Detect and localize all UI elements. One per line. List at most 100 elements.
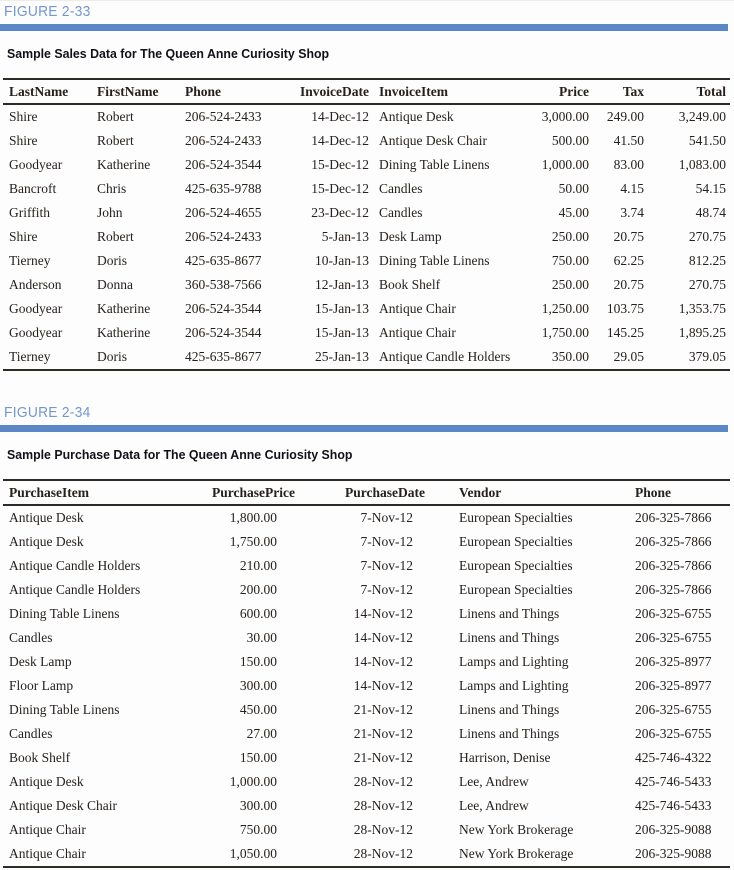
cell: Antique Desk Chair bbox=[9, 798, 117, 813]
cell: Dining Table Linens bbox=[9, 606, 120, 621]
cell: 7-Nov-12 bbox=[360, 510, 414, 525]
cell: 14-Nov-12 bbox=[353, 654, 413, 669]
column-header: Total bbox=[644, 79, 730, 105]
cell: Lamps and Lighting bbox=[459, 654, 569, 669]
figure-caption: Sample Purchase Data for The Queen Anne … bbox=[7, 447, 353, 462]
cell: Shire bbox=[9, 109, 38, 124]
cell: Bancroft bbox=[9, 181, 57, 196]
cell: 300.00 bbox=[239, 798, 277, 813]
cell: Candles bbox=[9, 726, 53, 741]
cell: 425-746-5433 bbox=[635, 798, 712, 813]
cell: 206-524-3544 bbox=[185, 325, 262, 340]
cell: Antique Chair bbox=[9, 822, 86, 837]
figure-rule bbox=[0, 24, 728, 31]
cell: Desk Lamp bbox=[9, 654, 72, 669]
cell: Dining Table Linens bbox=[379, 253, 490, 268]
cell: 14-Nov-12 bbox=[353, 606, 413, 621]
cell: 27.00 bbox=[246, 726, 277, 741]
cell: 300.00 bbox=[239, 678, 277, 693]
cell: John bbox=[97, 205, 123, 220]
cell: Candles bbox=[9, 630, 53, 645]
table-row: Candles 30.00 14-Nov-12 Linens and Things 20… bbox=[3, 626, 730, 650]
cell: 206-325-7866 bbox=[635, 534, 712, 549]
cell: 1,800.00 bbox=[229, 510, 277, 525]
cell: Desk Lamp bbox=[379, 229, 442, 244]
cell: 206-524-2433 bbox=[185, 109, 262, 124]
table-row: Book Shelf 150.00 21-Nov-12 Harrison, Denis… bbox=[3, 746, 730, 770]
cell: Linens and Things bbox=[459, 702, 560, 717]
table-row: Shire Robert 206-524-2433 14-Dec-12 Antique … bbox=[3, 104, 730, 129]
cell: 206-325-7866 bbox=[635, 582, 712, 597]
cell: 3,249.00 bbox=[678, 109, 726, 124]
cell: 270.75 bbox=[688, 277, 726, 292]
cell: 206-524-4655 bbox=[185, 205, 262, 220]
cell: European Specialties bbox=[459, 582, 573, 597]
table-row: Antique Desk 1,800.00 7-Nov-12 European Spe… bbox=[3, 505, 730, 530]
cell: Donna bbox=[97, 277, 133, 292]
cell: Tierney bbox=[9, 253, 51, 268]
cell: 15-Dec-12 bbox=[311, 181, 369, 196]
cell: 28-Nov-12 bbox=[353, 846, 413, 861]
header-row: PurchaseItem PurchasePrice PurchaseDate Ven… bbox=[3, 480, 730, 506]
cell: New York Brokerage bbox=[459, 846, 574, 861]
cell: 425-635-8677 bbox=[185, 349, 262, 364]
cell: Linens and Things bbox=[459, 606, 560, 621]
cell: 1,750.00 bbox=[541, 325, 589, 340]
cell: 1,083.00 bbox=[678, 157, 726, 172]
figure-caption: Sample Sales Data for The Queen Anne Cur… bbox=[7, 46, 330, 61]
cell: 200.00 bbox=[239, 582, 277, 597]
cell: 20.75 bbox=[613, 277, 644, 292]
cell: 28-Nov-12 bbox=[353, 822, 413, 837]
cell: Antique Candle Holders bbox=[379, 349, 511, 364]
cell: Antique Candle Holders bbox=[9, 558, 141, 573]
table-row: Desk Lamp 150.00 14-Nov-12 Lamps and Lighti… bbox=[3, 650, 730, 674]
cell: 250.00 bbox=[551, 229, 589, 244]
table-row: Bancroft Chris 425-635-9788 15-Dec-12 Candle… bbox=[3, 177, 730, 201]
cell: European Specialties bbox=[459, 534, 573, 549]
cell: 450.00 bbox=[239, 702, 277, 717]
cell: Antique Desk bbox=[379, 109, 454, 124]
column-header: Phone bbox=[625, 480, 730, 506]
table-row: Dining Table Linens 450.00 21-Nov-12 Linens… bbox=[3, 698, 730, 722]
cell: 7-Nov-12 bbox=[360, 558, 414, 573]
cell: 15-Jan-13 bbox=[315, 301, 369, 316]
cell: 12-Jan-13 bbox=[315, 277, 369, 292]
table-row: Antique Chair 1,050.00 28-Nov-12 New York B… bbox=[3, 842, 730, 867]
cell: Antique Chair bbox=[9, 846, 86, 861]
cell: Linens and Things bbox=[459, 726, 560, 741]
cell: 145.25 bbox=[606, 325, 644, 340]
cell: 62.25 bbox=[613, 253, 644, 268]
cell: 83.00 bbox=[613, 157, 644, 172]
cell: Doris bbox=[97, 349, 127, 364]
cell: Dining Table Linens bbox=[9, 702, 120, 717]
cell: Katherine bbox=[97, 301, 151, 316]
cell: 15-Dec-12 bbox=[311, 157, 369, 172]
cell: Chris bbox=[97, 181, 127, 196]
table-row: Goodyear Katherine 206-524-3544 15-Jan-13 An… bbox=[3, 321, 730, 345]
cell: 29.05 bbox=[613, 349, 644, 364]
header-row: LastName FirstName Phone InvoiceDate Invoice… bbox=[3, 79, 730, 105]
cell: 206-524-3544 bbox=[185, 301, 262, 316]
cell: 500.00 bbox=[551, 133, 589, 148]
cell: 360-538-7566 bbox=[185, 277, 262, 292]
column-header: InvoiceItem bbox=[371, 79, 531, 105]
cell: 206-325-6755 bbox=[635, 726, 712, 741]
cell: Robert bbox=[97, 109, 134, 124]
cell: European Specialties bbox=[459, 510, 573, 525]
cell: Robert bbox=[97, 229, 134, 244]
cell: 206-325-9088 bbox=[635, 822, 712, 837]
cell: 21-Nov-12 bbox=[353, 726, 413, 741]
cell: Katherine bbox=[97, 157, 151, 172]
cell: Katherine bbox=[97, 325, 151, 340]
cell: 270.75 bbox=[688, 229, 726, 244]
cell: New York Brokerage bbox=[459, 822, 574, 837]
column-header: FirstName bbox=[91, 79, 179, 105]
cell: 28-Nov-12 bbox=[353, 798, 413, 813]
column-header: PurchasePrice bbox=[203, 480, 295, 506]
table-row: Dining Table Linens 600.00 14-Nov-12 Linens… bbox=[3, 602, 730, 626]
column-header: PurchaseDate bbox=[295, 480, 425, 506]
table-row: Antique Desk Chair 300.00 28-Nov-12 Lee, An… bbox=[3, 794, 730, 818]
cell: Doris bbox=[97, 253, 127, 268]
cell: 7-Nov-12 bbox=[360, 582, 414, 597]
cell: 812.25 bbox=[688, 253, 726, 268]
